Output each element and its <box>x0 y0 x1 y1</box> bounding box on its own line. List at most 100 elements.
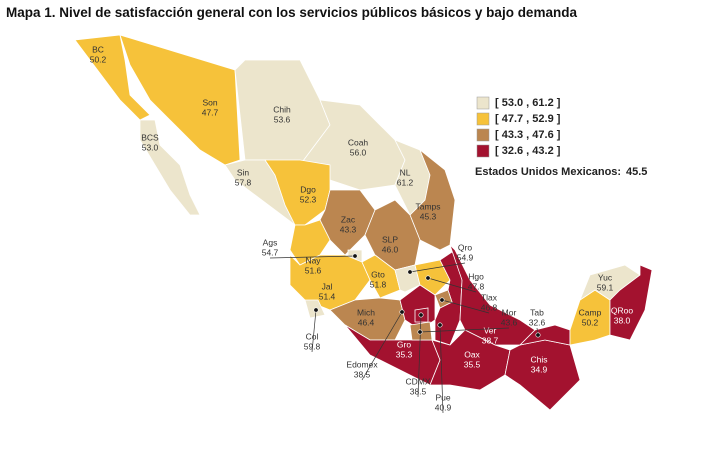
state-name: Mich <box>357 307 375 317</box>
state-name: Zac <box>341 214 356 224</box>
state-name: SLP <box>382 234 398 244</box>
state-name: BC <box>92 44 104 54</box>
state-shape <box>394 264 421 293</box>
state-value: 38.5 <box>354 369 371 379</box>
state-name: NL <box>400 167 411 177</box>
leader-dot <box>535 332 541 338</box>
state-value: 32.6 <box>529 317 546 327</box>
state-name: Dgo <box>300 184 316 194</box>
legend-label: [ 53.0 , 61.2 ] <box>495 97 561 109</box>
state-value: 46.4 <box>358 317 375 327</box>
legend: [ 53.0 , 61.2 ] [ 47.7 , 52.9 ] [ 43.3 , 4… <box>476 96 561 158</box>
national-value: 45.5 <box>626 166 647 178</box>
state-name: Ver <box>484 325 497 335</box>
state-shape <box>264 159 331 226</box>
state-shape <box>74 34 151 121</box>
state-value: 57.8 <box>235 177 252 187</box>
state-name: Pue <box>435 392 450 402</box>
state-name: BCS <box>141 132 159 142</box>
state-value: 34.9 <box>531 364 548 374</box>
legend-swatch <box>476 112 490 126</box>
state-name: Tab <box>530 307 544 317</box>
state-value: 54.9 <box>457 252 474 262</box>
state-name: CDMX <box>405 376 430 386</box>
state-name: Gro <box>397 339 411 349</box>
state-value: 50.2 <box>582 317 599 327</box>
state-shape <box>409 148 456 251</box>
state-value: 47.7 <box>202 107 219 117</box>
leader-line <box>439 324 444 414</box>
leader-line <box>311 309 317 353</box>
leader-dot <box>437 322 443 328</box>
state-value: 59.8 <box>304 341 321 351</box>
state-value: 51.8 <box>370 279 387 289</box>
legend-swatch <box>476 144 490 158</box>
state-value: 56.0 <box>350 147 367 157</box>
states <box>74 34 653 411</box>
leader-dot <box>313 307 319 313</box>
state-value: 38.5 <box>410 386 427 396</box>
state-name: QRoo <box>611 305 633 315</box>
state-name: Coah <box>348 137 369 147</box>
leader-dot <box>399 309 405 315</box>
map-title: Mapa 1. Nivel de satisfacción general co… <box>6 5 577 20</box>
state-value: 51.6 <box>305 265 322 275</box>
leader-dot <box>417 329 423 335</box>
state-name: Mor <box>502 307 517 317</box>
leader-dot <box>439 297 445 303</box>
state-shape <box>289 219 331 266</box>
state-value: 45.3 <box>420 211 437 221</box>
state-value: 40.9 <box>435 402 452 412</box>
state-name: Tamps <box>415 201 440 211</box>
legend-swatch <box>476 128 490 142</box>
leader-line <box>361 311 403 381</box>
state-value: 53.6 <box>274 114 291 124</box>
state-value: 46.8 <box>481 302 498 312</box>
state-name: Chih <box>273 104 291 114</box>
state-value: 59.1 <box>597 282 614 292</box>
leader-dot <box>418 312 424 318</box>
leader-line <box>417 314 422 398</box>
state-name: Yuc <box>598 272 613 282</box>
state-name: Camp <box>579 307 602 317</box>
state-value: 43.3 <box>340 224 357 234</box>
state-value: 61.2 <box>397 177 414 187</box>
state-value: 52.3 <box>300 194 317 204</box>
state-name: Nay <box>305 255 321 265</box>
state-name: Jal <box>322 281 333 291</box>
state-value: 38.0 <box>614 315 631 325</box>
state-name: Son <box>202 97 217 107</box>
state-name: Col <box>306 331 319 341</box>
state-shape <box>119 34 241 166</box>
leader-line <box>427 277 477 293</box>
state-name: Hgo <box>468 271 484 281</box>
state-value: 47.8 <box>468 281 485 291</box>
state-shape <box>609 264 653 341</box>
legend-swatch <box>476 96 490 110</box>
state-name: Oax <box>464 349 480 359</box>
leader-dot <box>425 275 431 281</box>
legend-label: [ 47.7 , 52.9 ] <box>495 113 561 125</box>
state-value: 43.6 <box>501 317 518 327</box>
state-shape <box>414 259 451 296</box>
leader-line <box>441 299 490 314</box>
state-shape <box>139 119 201 216</box>
state-value: 51.4 <box>319 291 336 301</box>
state-value: 35.3 <box>396 349 413 359</box>
legend-label: [ 43.3 , 47.6 ] <box>495 129 561 141</box>
state-value: 46.0 <box>382 244 399 254</box>
leader-dot <box>352 253 358 259</box>
leader-line <box>409 262 466 273</box>
state-value: 38.7 <box>482 335 499 345</box>
national-label: Estados Unidos Mexicanos: <box>475 166 621 178</box>
state-shape <box>504 339 581 411</box>
state-name: Edomex <box>346 359 378 369</box>
state-value: 35.5 <box>464 359 481 369</box>
state-name: Ags <box>263 237 278 247</box>
leader-line <box>419 327 510 333</box>
state-value: 53.0 <box>142 142 159 152</box>
state-name: Sin <box>237 167 250 177</box>
